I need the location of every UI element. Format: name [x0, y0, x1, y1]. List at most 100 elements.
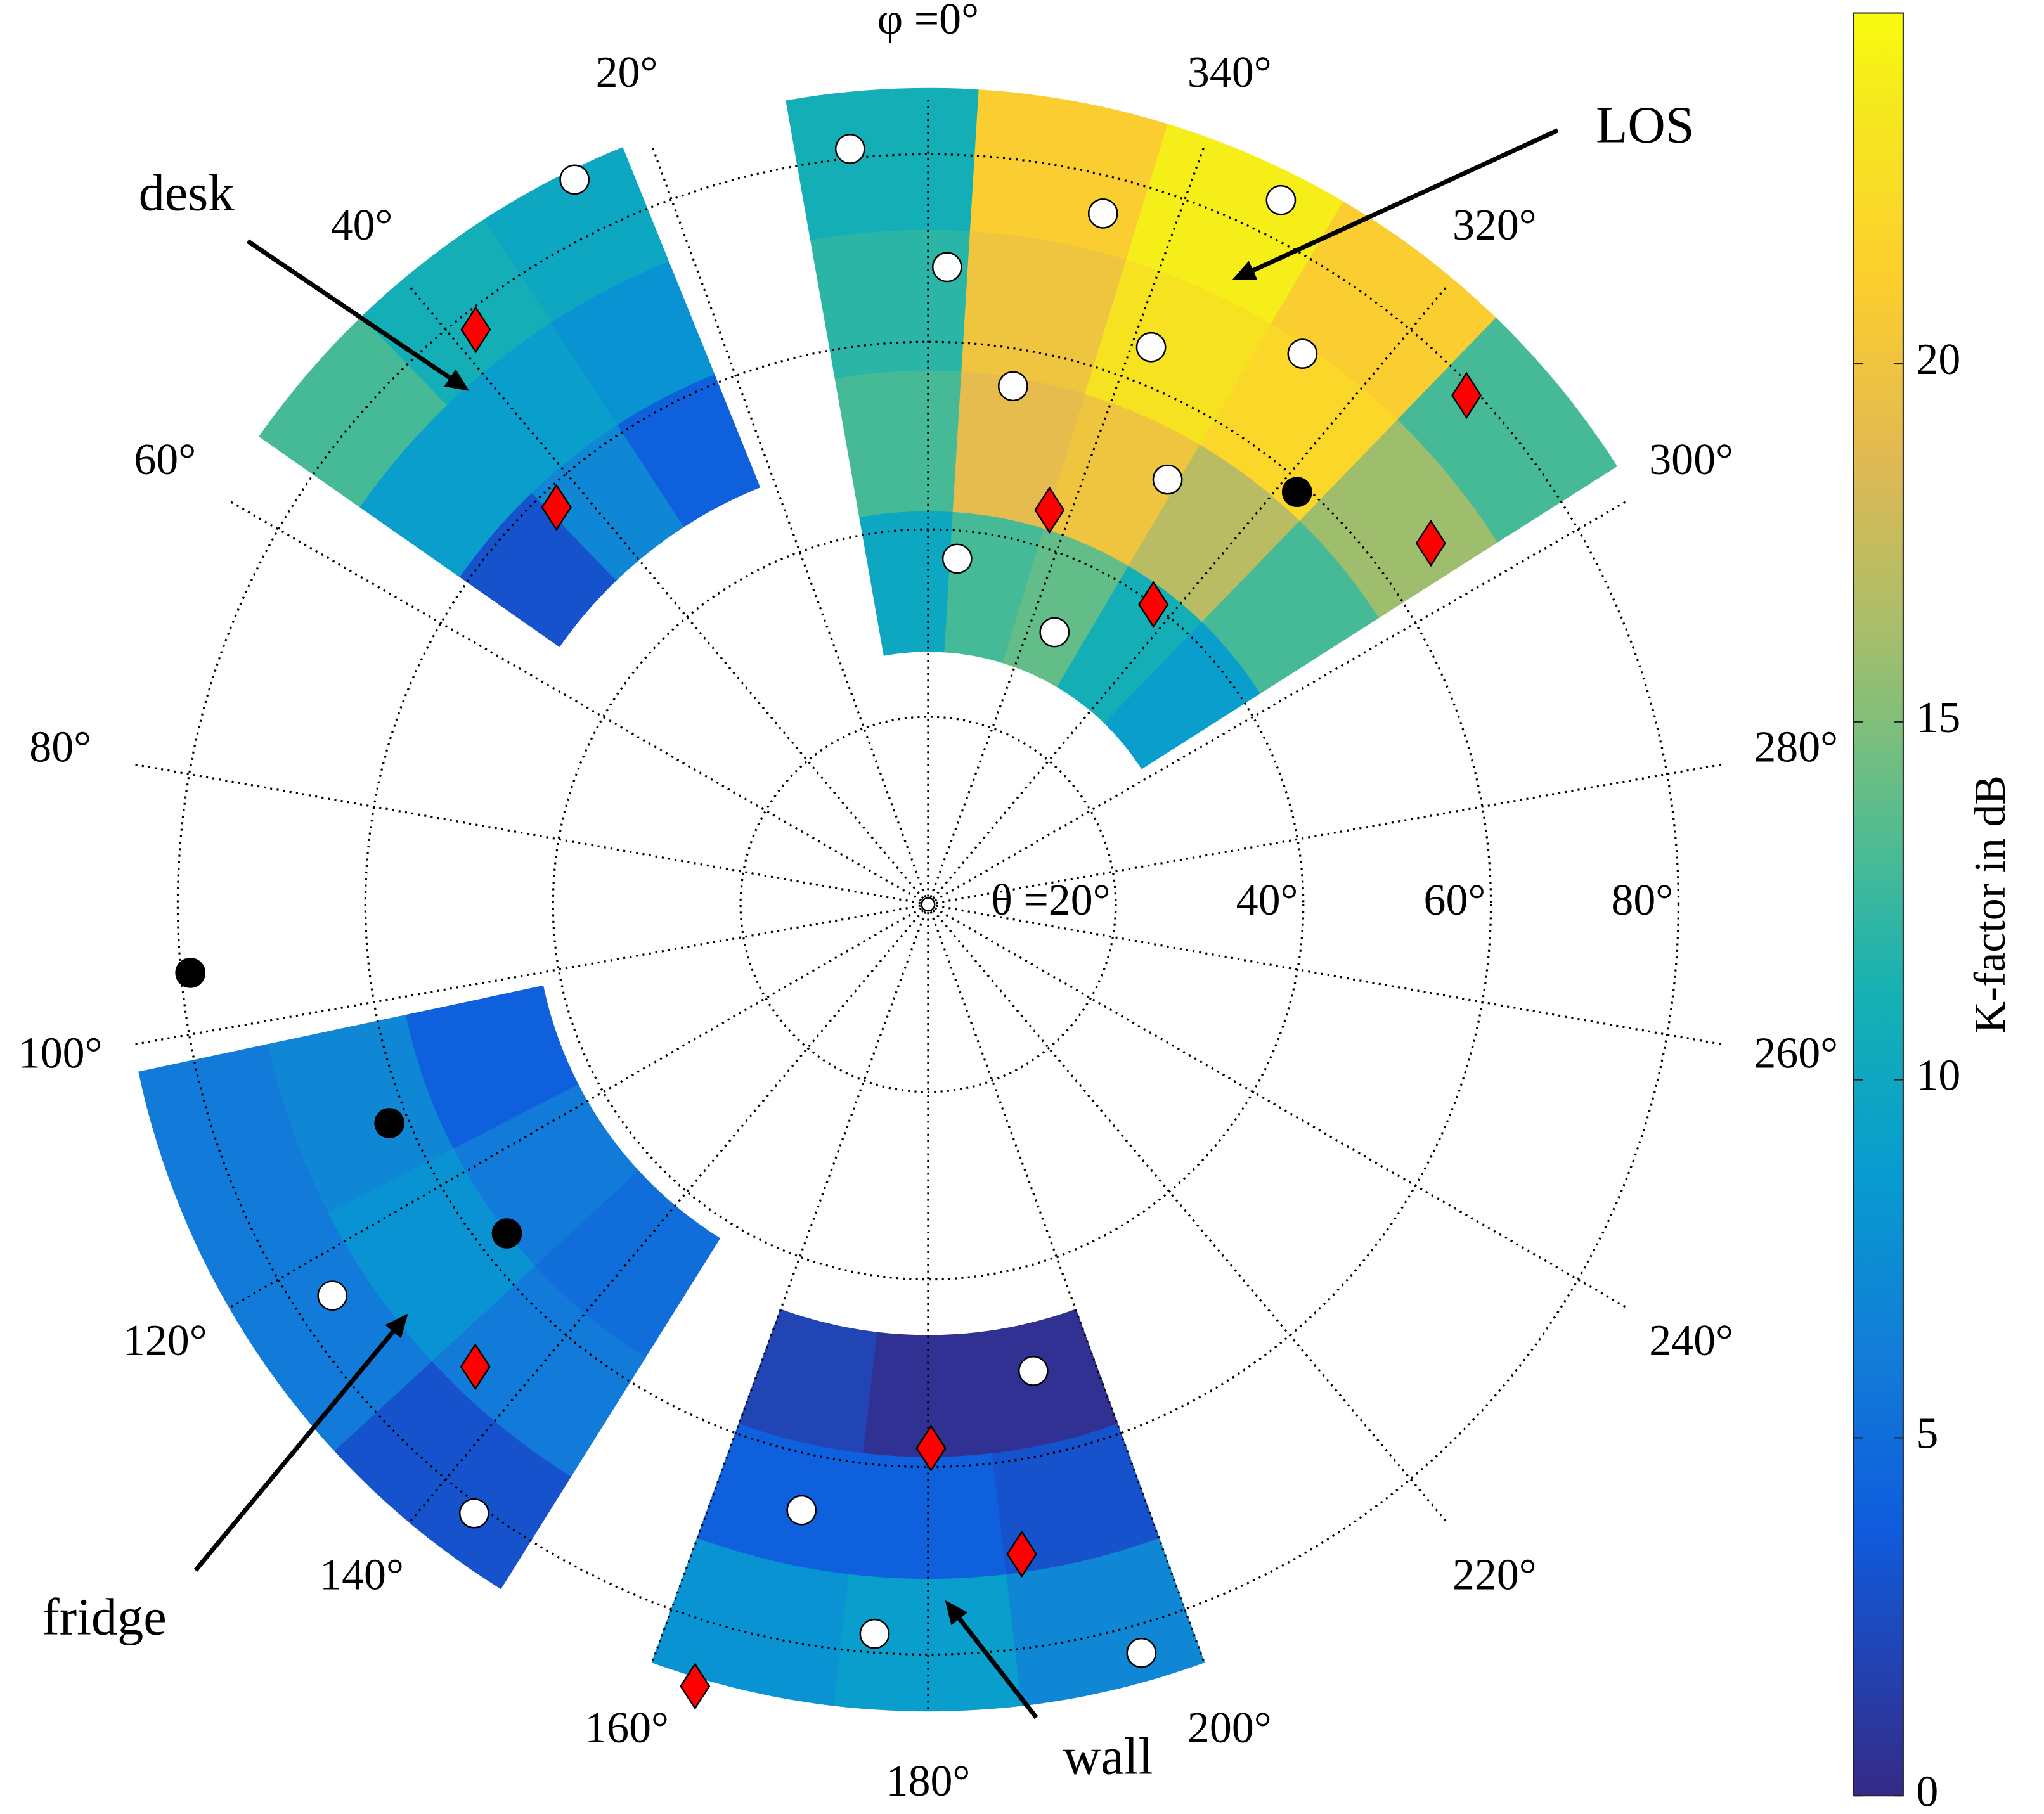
annotation-arrow [246, 239, 451, 380]
annotation-arrowhead [444, 369, 470, 391]
colorbar-tick-label: 15 [1916, 693, 1960, 742]
annotation-arrowhead [385, 1313, 408, 1339]
annotation-arrowhead [945, 1600, 968, 1626]
circle-marker [786, 1495, 817, 1526]
phi-tick-label: 280° [1754, 723, 1838, 772]
circle-marker [1039, 617, 1070, 648]
diamond-marker [1415, 519, 1446, 567]
phi-tick-label: 120° [123, 1316, 207, 1365]
heat-cell [858, 510, 953, 656]
grid-spoke [934, 501, 1627, 902]
annotation-arrow [193, 1330, 395, 1572]
grid-ring [552, 528, 1305, 1281]
theta-tick-label: θ =20° [991, 876, 1110, 925]
phi-tick-label: 60° [134, 435, 196, 484]
circle-marker [859, 1618, 890, 1649]
grid-ring [739, 716, 1117, 1093]
phi-tick-label: 180° [886, 1757, 971, 1806]
grid-spoke [230, 501, 922, 902]
colorbar-tick-label: 10 [1916, 1052, 1960, 1100]
phi-tick-label: 300° [1649, 435, 1733, 484]
grid-spoke [134, 763, 921, 904]
heat-cell [334, 1361, 571, 1590]
grid-spoke [934, 907, 1627, 1308]
grid-ring [176, 153, 1680, 1656]
phi-tick-label: 20° [596, 48, 658, 97]
phi-tick-label: 80° [29, 723, 91, 772]
diamond-marker [1034, 486, 1065, 534]
grid-spoke [935, 904, 1722, 1046]
circle-marker [931, 252, 962, 283]
theta-tick-label: 60° [1424, 876, 1486, 925]
circle-marker [834, 134, 865, 164]
diamond-marker [680, 1663, 711, 1710]
grid-spoke [651, 911, 927, 1662]
circle-marker [1152, 464, 1183, 495]
theta-tick-label: 40° [1236, 876, 1298, 925]
diamond-marker [460, 1342, 491, 1391]
diamond-marker [460, 306, 491, 354]
diamond-marker [1006, 1530, 1037, 1578]
annotation-arrowhead [1232, 261, 1258, 281]
diamond-marker [915, 1424, 947, 1472]
annotation-arrow [957, 1617, 1038, 1720]
circle-marker [941, 543, 973, 574]
phi-tick-label: 140° [320, 1551, 404, 1600]
circle-marker [491, 1218, 522, 1249]
circle-marker [317, 1280, 348, 1311]
heat-cell [834, 369, 962, 518]
diamond-marker [541, 484, 572, 531]
circle-marker [1087, 198, 1118, 229]
annotation-arrow [1252, 128, 1559, 273]
phi-tick-label: 260° [1754, 1029, 1838, 1077]
colorbar [1853, 12, 1904, 1797]
colorbar-tick-label: 0 [1916, 1767, 1938, 1814]
grid-spoke [929, 147, 1205, 897]
phi-tick-label: 100° [18, 1029, 103, 1077]
annotation: wall [1063, 1728, 1153, 1785]
heat-cell [810, 228, 971, 379]
phi-tick-label: 160° [585, 1704, 669, 1753]
circle-marker [1126, 1637, 1157, 1668]
circle-marker [1281, 477, 1312, 508]
annotation: desk [139, 164, 235, 221]
circle-marker [1135, 331, 1167, 363]
phi-tick-label: 200° [1187, 1704, 1272, 1753]
grid-spoke [230, 907, 922, 1308]
grid-spoke [409, 910, 924, 1522]
grid-spoke [932, 286, 1447, 899]
phi-tick-label: 320° [1452, 201, 1537, 250]
grid-spoke [651, 147, 927, 897]
annotation: LOS [1596, 96, 1694, 153]
grid-spoke [935, 763, 1722, 904]
grid-spoke [929, 911, 1205, 1662]
diamond-marker [1138, 581, 1169, 628]
center-ring [921, 897, 936, 912]
grid-spoke [134, 904, 921, 1046]
grid-spoke [932, 910, 1447, 1522]
grid-ring [364, 340, 1492, 1469]
phi-tick-label: 240° [1649, 1316, 1733, 1365]
circle-marker [458, 1498, 489, 1529]
circle-marker [1265, 184, 1297, 215]
phi-tick-label: φ =0° [877, 0, 979, 44]
circle-marker [559, 164, 590, 195]
circle-marker [374, 1108, 404, 1138]
phi-tick-label: 340° [1187, 48, 1272, 97]
colorbar-tick-label: 5 [1916, 1409, 1938, 1458]
circle-marker [1287, 338, 1318, 369]
circle-marker [1018, 1356, 1049, 1386]
colorbar-label: K-factor in dB [1966, 775, 2015, 1034]
diamond-marker [1451, 371, 1482, 420]
annotation: fridge [42, 1588, 166, 1646]
theta-tick-label: 80° [1611, 876, 1673, 925]
heat-cell [1006, 1538, 1205, 1706]
colorbar-tick-label: 20 [1916, 335, 1960, 384]
heat-cell [786, 87, 979, 241]
heat-cell [259, 316, 447, 508]
phi-tick-label: 40° [331, 201, 393, 250]
circle-marker [175, 957, 206, 988]
grid-spoke [409, 286, 924, 899]
